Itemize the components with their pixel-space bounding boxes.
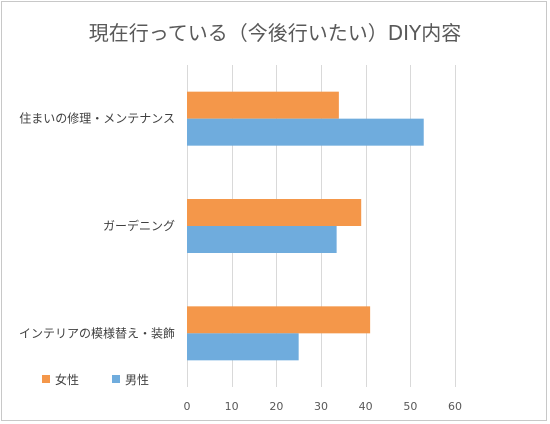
x-axis-ticks: 0 10 20 30 40 50 60 (184, 400, 463, 413)
x-tick-label: 40 (359, 400, 373, 413)
category-label: ガーデニング (103, 218, 175, 233)
bar-male-2 (187, 333, 299, 361)
x-tick-label: 10 (225, 400, 239, 413)
bar-male-1 (187, 226, 337, 253)
bar-female-1 (187, 199, 362, 226)
bars (187, 91, 424, 361)
legend: 女性 男性 (42, 372, 149, 387)
x-tick-label: 30 (314, 400, 328, 413)
x-tick-label: 60 (448, 400, 462, 413)
legend-swatch-male (112, 375, 120, 383)
legend-swatch-female (42, 375, 50, 383)
category-label: 住まいの修理・メンテナンス (19, 111, 175, 126)
bar-female-2 (187, 306, 371, 334)
x-tick-label: 20 (269, 400, 283, 413)
category-label: インテリアの模様替え・装飾 (19, 326, 175, 340)
bar-female-0 (187, 91, 339, 119)
x-tick-label: 50 (403, 400, 417, 413)
bar-male-0 (187, 118, 424, 146)
legend-label-female: 女性 (55, 372, 79, 387)
chart-title: 現在行っている（今後行いたい）DIY内容 (89, 21, 462, 45)
x-tick-label: 0 (184, 400, 191, 413)
legend-label-male: 男性 (125, 373, 149, 387)
